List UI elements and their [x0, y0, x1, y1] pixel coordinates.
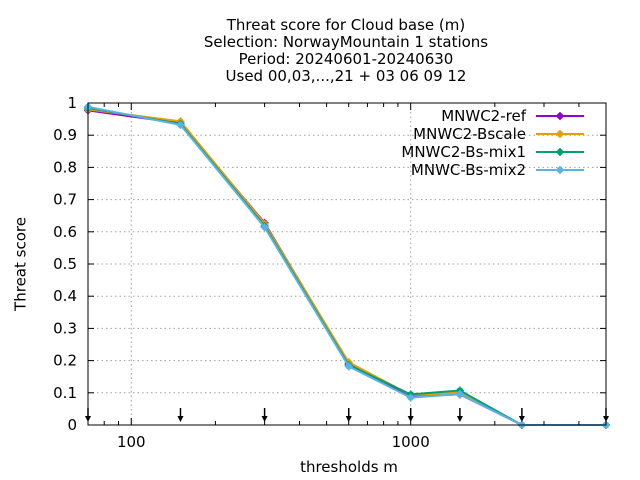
- y-tick-label: 1: [67, 94, 77, 112]
- y-tick-label: 0: [67, 416, 77, 434]
- threshold-arrow: [261, 408, 268, 422]
- series-line: [87, 109, 606, 426]
- legend-marker: [556, 130, 564, 138]
- legend-marker: [556, 112, 564, 120]
- legend-label: MNWC-Bs-mix2: [411, 161, 526, 179]
- x-tick-label: 100: [117, 433, 146, 451]
- y-tick-label: 0.7: [53, 191, 77, 209]
- data-point: [176, 120, 185, 129]
- data-point: [406, 393, 415, 402]
- x-tick-label: 1000: [392, 433, 430, 451]
- y-tick-label: 0.1: [53, 384, 77, 402]
- y-tick-label: 0.3: [53, 319, 77, 337]
- series-layer: [84, 102, 610, 429]
- grid: [88, 103, 606, 425]
- series-line: [87, 106, 606, 426]
- legend-item: MNWC2-ref: [441, 107, 584, 125]
- series-MNWC2-Bs-mix1: [84, 103, 610, 429]
- legend-label: MNWC2-Bscale: [413, 125, 526, 143]
- legend-label: MNWC2-Bs-mix1: [401, 143, 526, 161]
- x-axis-label: thresholds m: [300, 458, 398, 476]
- title-line-1: Threat score for Cloud base (m): [226, 16, 466, 34]
- chart-title: Threat score for Cloud base (m)Selection…: [204, 16, 488, 85]
- y-axis-label: Threat score: [11, 217, 29, 312]
- series-line: [87, 105, 606, 426]
- series-line: [87, 108, 606, 426]
- series-MNWC2-ref: [84, 106, 610, 429]
- legend-label: MNWC2-ref: [441, 107, 526, 125]
- legend-marker: [556, 148, 564, 156]
- legend-item: MNWC2-Bscale: [413, 125, 584, 143]
- legend-item: MNWC2-Bs-mix1: [401, 143, 584, 161]
- threshold-arrow: [456, 408, 463, 422]
- axis-ticks: 0 0.1 0.2 0.3 0.4 0.5 0.6 0.7 0.8 0.9 1 100 1000: [53, 94, 606, 451]
- threshold-arrow: [177, 408, 184, 422]
- y-tick-label: 0.6: [53, 223, 77, 241]
- series-MNWC-Bs-mix2: [84, 102, 610, 429]
- title-line-3: Period: 20240601-20240630: [239, 50, 454, 68]
- y-tick-label: 0.5: [53, 255, 77, 273]
- title-line-2: Selection: NorwayMountain 1 stations: [204, 33, 488, 51]
- y-tick-label: 0.2: [53, 352, 77, 370]
- data-point: [455, 390, 464, 399]
- threshold-arrow: [345, 408, 352, 422]
- legend: MNWC2-refMNWC2-BscaleMNWC2-Bs-mix1MNWC-B…: [401, 107, 584, 179]
- legend-marker: [556, 166, 564, 174]
- data-point: [260, 223, 269, 232]
- threshold-markers: [85, 408, 609, 422]
- threshold-arrow: [518, 408, 525, 422]
- data-point: [344, 362, 353, 371]
- y-tick-label: 0.8: [53, 158, 77, 176]
- y-tick-label: 0.9: [53, 126, 77, 144]
- title-line-4: Used 00,03,...,21 + 03 06 09 12: [226, 67, 467, 85]
- series-MNWC2-Bscale: [84, 105, 610, 429]
- legend-item: MNWC-Bs-mix2: [411, 161, 584, 179]
- y-tick-label: 0.4: [53, 287, 77, 305]
